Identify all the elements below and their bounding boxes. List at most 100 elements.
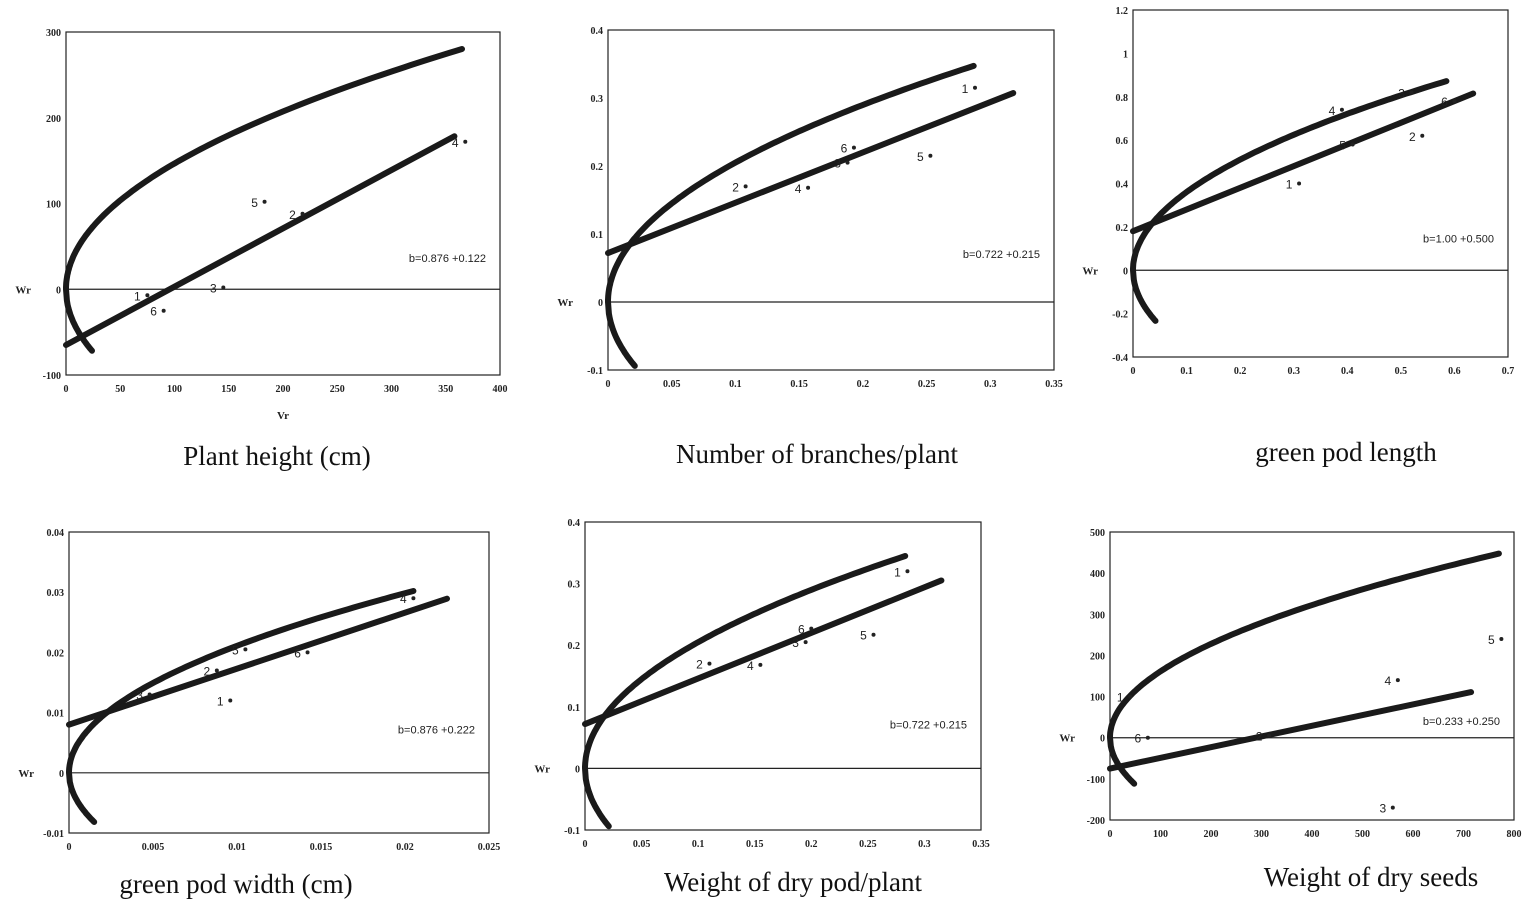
data-point	[707, 661, 712, 666]
x-tick-label: 0.01	[228, 842, 246, 853]
plot-frame	[1132, 9, 1509, 358]
point-label: 6	[150, 305, 157, 319]
x-axis-label: Vr	[277, 410, 289, 422]
data-point	[905, 569, 910, 574]
y-tick-label: 300	[46, 28, 61, 39]
limiting-parabola	[66, 588, 417, 825]
x-tick-label: 0.2	[857, 379, 870, 390]
panel-dry-pod: 0 0.05 0.1 0.15 0.2 0.25 0.3 0.35 -0.1 0 0.1 0.2 0.3…	[520, 500, 1000, 900]
data-point	[1499, 636, 1504, 641]
data-point	[806, 185, 811, 190]
x-tick-label: 0.25	[859, 839, 877, 850]
x-tick-label: 0.7	[1502, 366, 1515, 377]
point-label: 3	[834, 157, 841, 171]
point-label: 3	[1379, 802, 1386, 816]
x-tick-label: 150	[221, 384, 236, 395]
point-label: 5	[1339, 138, 1346, 152]
y-tick-label: 400	[1090, 569, 1105, 580]
panel-dry-seeds: 0 100 200 300 400 500 600 700 800 -200 -100 0 100 200…	[1059, 500, 1530, 900]
x-tick-label: 0.3	[984, 379, 997, 390]
point-label: 1	[962, 82, 969, 96]
x-tick-label: 400	[1305, 829, 1320, 840]
x-tick-label: 0.4	[1341, 366, 1354, 377]
y-axis-label: Wr	[1059, 733, 1075, 745]
point-label: 6	[1135, 732, 1142, 746]
point-label: 5	[860, 629, 867, 643]
y-tick-label: 0.02	[47, 648, 65, 659]
x-tick-label: 0.2	[1234, 366, 1247, 377]
y-axis-label: Wr	[18, 768, 34, 780]
x-tick-label: 250	[330, 384, 345, 395]
x-tick-label: 0.6	[1448, 366, 1461, 377]
x-tick-label: 0.3	[1287, 366, 1300, 377]
panel-plant-height: 0 50 100 150 200 250 300 350 400 -100 0 100 200 300 Wr…	[0, 0, 520, 470]
y-axis-label: Wr	[557, 297, 573, 309]
x-tick-label: 0.02	[396, 842, 414, 853]
x-tick-label: 300	[1254, 829, 1269, 840]
point-label: 4	[1329, 104, 1336, 118]
point-label: 6	[841, 142, 848, 156]
data-point	[145, 293, 150, 298]
plot-frame	[584, 521, 982, 831]
point-label: 1	[1286, 178, 1293, 192]
x-tick-label: 0.5	[1395, 366, 1408, 377]
point-label: 3	[136, 689, 143, 703]
data-point	[161, 308, 166, 313]
point-label: 4	[1385, 674, 1392, 688]
data-point	[228, 698, 233, 703]
y-tick-label: 0	[1123, 266, 1128, 277]
caption-pod-length: green pod length	[1255, 437, 1437, 467]
panel-branches: 0 0.05 0.1 0.15 0.2 0.25 0.3 0.35 -0.1 0 0.1 0.2 0.3…	[520, 0, 1062, 470]
data-point	[972, 85, 977, 90]
x-tick-label: 0.025	[478, 842, 501, 853]
y-tick-label: 0.2	[591, 162, 604, 173]
point-label: 5	[917, 150, 924, 164]
x-tick-label: 200	[1204, 829, 1219, 840]
data-point	[214, 668, 219, 673]
data-point	[928, 153, 933, 158]
plot-svg: 0 0.05 0.1 0.15 0.2 0.25 0.3 0.35-0.100.10.20.3…	[557, 26, 1062, 390]
x-tick-label: 800	[1507, 829, 1522, 840]
y-axis-label: Wr	[1082, 265, 1098, 277]
y-tick-label: -200	[1087, 816, 1105, 827]
limiting-parabola	[1130, 78, 1450, 324]
y-tick-label: 0.4	[568, 518, 581, 529]
y-tick-label: -100	[1087, 775, 1105, 786]
y-tick-label: 0.2	[1116, 223, 1129, 234]
data-point	[1267, 733, 1272, 738]
data-point	[803, 640, 808, 645]
point-label: 2	[289, 208, 296, 222]
data-point	[1452, 99, 1457, 104]
data-point	[1297, 181, 1302, 186]
data-point	[851, 145, 856, 150]
y-tick-label: -0.1	[564, 826, 580, 837]
y-tick-label: 0.04	[47, 528, 65, 539]
x-tick-label: 0	[64, 384, 69, 395]
limiting-parabola	[605, 62, 977, 369]
x-tick-label: 400	[493, 384, 508, 395]
x-tick-label: 0.05	[663, 379, 681, 390]
plot-frame	[1109, 531, 1515, 821]
data-point	[262, 199, 267, 204]
x-tick-label: 500	[1355, 829, 1370, 840]
y-tick-label: 0.1	[591, 230, 604, 241]
limiting-parabola	[582, 553, 909, 830]
data-point	[845, 160, 850, 165]
y-tick-label: -0.1	[587, 366, 603, 377]
x-tick-label: 0.25	[918, 379, 936, 390]
data-point	[221, 285, 226, 290]
y-tick-label: 1.2	[1116, 6, 1129, 17]
x-tick-label: 0.1	[1180, 366, 1193, 377]
y-tick-label: 0	[59, 769, 64, 780]
plot-frame	[607, 29, 1055, 371]
data-point	[463, 139, 468, 144]
x-tick-label: 0	[1108, 829, 1113, 840]
point-label: 2	[732, 180, 739, 194]
x-tick-label: 600	[1406, 829, 1421, 840]
point-label: 6	[798, 623, 805, 637]
data-point	[1420, 133, 1425, 138]
y-tick-label: 0	[575, 764, 580, 775]
point-label: 2	[696, 658, 703, 672]
panel-pod-length: 0 0.1 0.2 0.3 0.4 0.5 0.6 0.7 -0.4 -0.2 0 0.2 0.4 0.6…	[1060, 0, 1530, 470]
data-point	[758, 662, 763, 667]
